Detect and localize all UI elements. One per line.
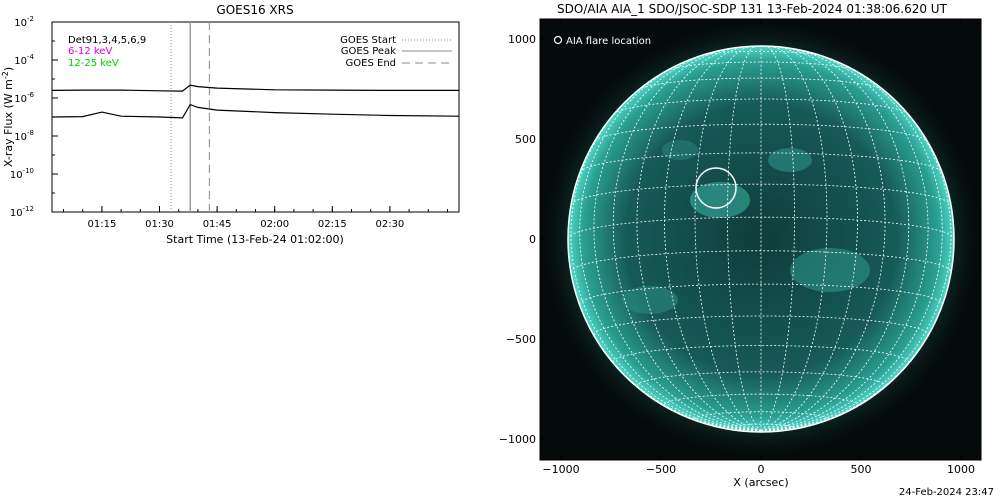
aia-heliographic-grid [567, 45, 955, 432]
aia-grid-latitude-line [613, 98, 909, 115]
aia-grid-longitude-line [664, 46, 762, 432]
generation-timestamp: 24-Feb-2024 23:47 [898, 487, 994, 498]
aia-grid-longitude-line [760, 56, 943, 432]
goes-y-tick-label: 10-8 [14, 129, 34, 143]
aia-grid-longitude-line [612, 48, 762, 432]
goes-x-tick-label: 01:30 [145, 219, 174, 230]
aia-grid-latitude-line [638, 77, 884, 91]
goes-y-tick-label: 10-6 [14, 91, 34, 105]
goes-panel: GOES16 XRS X-ray Flux (W m-2) 10-210-410… [1, 3, 460, 246]
aia-y-tick-label: 1000 [508, 33, 536, 46]
goes-x-tick-label: 02:15 [318, 219, 347, 230]
aia-disk-features [622, 140, 870, 314]
aia-x-tick-label: 0 [758, 463, 765, 476]
goes-event-lines [170, 22, 211, 212]
aia-x-tick-label: 1000 [947, 463, 975, 476]
aia-flare-location-marker [695, 167, 737, 209]
goes-x-axis-label: Start Time (13-Feb-24 01:02:00) [166, 233, 344, 246]
aia-grid-longitude-line [570, 81, 762, 432]
legend-goes-start: GOES Start [340, 35, 396, 46]
goes-y-tick-label: 10-2 [14, 15, 34, 29]
goes-y-tick-label: 10-12 [10, 205, 34, 219]
aia-legend-marker [553, 35, 563, 45]
aia-limb [567, 45, 955, 433]
aia-grid-longitude-line [593, 50, 762, 432]
aia-grid-latitude-line [694, 411, 828, 420]
aia-title: SDO/AIA AIA_1 SDO/JSOC-SDP 131 13-Feb-20… [557, 2, 948, 16]
aia-x-axis-label: X (arcsec) [733, 476, 788, 489]
goes-y-tick-label: 10-4 [14, 53, 34, 67]
goes-x-ticks: 01:15 01:30 01:45 02:00 02:15 02:30 [63, 206, 448, 230]
aia-grid-latitude-line [570, 250, 952, 273]
aia-x-tick-label: −500 [646, 463, 676, 476]
aia-grid-latitude-line [579, 152, 943, 173]
goes-series [51, 84, 460, 119]
aia-y-tick-label: 0 [529, 233, 536, 246]
goes-plot-frame [51, 21, 460, 213]
aia-grid-longitude-line [760, 81, 952, 432]
legend-6-12-kev: 6-12 keV [68, 46, 112, 57]
goes-x-tick-label: 01:45 [203, 219, 232, 230]
aia-x-tick-label: 500 [851, 463, 872, 476]
aia-grid-latitude-line [699, 50, 823, 57]
goes-x-tick-label: 02:30 [375, 219, 404, 230]
aia-grid-longitude-line [727, 45, 762, 432]
aia-x-ticks: −1000 −500 0 500 1000 [542, 19, 975, 476]
goes-title: GOES16 XRS [216, 3, 293, 17]
aia-grid-latitude-line [594, 123, 928, 142]
aia-grid-latitude-line [570, 183, 952, 205]
aia-panel: SDO/AIA AIA_1 SDO/JSOC-SDP 131 13-Feb-20… [499, 2, 982, 489]
legend-goes-end: GOES End [346, 58, 396, 69]
aia-grid-longitude-line [760, 46, 886, 432]
aia-solar-disk [568, 46, 954, 432]
aia-grid-longitude-line [760, 50, 929, 432]
aia-plot-frame [539, 18, 982, 461]
aia-grid-longitude-line [760, 48, 910, 432]
aia-grid-longitude-line [760, 46, 858, 432]
goes-y-tick-label: 10-10 [10, 167, 34, 181]
goes-y-axis-label: X-ray Flux (W m-2) [1, 67, 15, 167]
goes-x-tick-label: 01:15 [88, 219, 117, 230]
aia-grid-latitude-line [593, 315, 929, 335]
aia-legend-label: AIA flare location [566, 36, 651, 47]
aia-y-tick-label: −1000 [499, 433, 536, 446]
aia-y-tick-label: −500 [506, 333, 536, 346]
goes-series-line-long [51, 84, 459, 92]
goes-series-line-short [51, 103, 460, 119]
aia-y-tick-label: 500 [515, 133, 536, 146]
legend-goes-peak: GOES Peak [341, 46, 396, 57]
aia-grid-latitude-line [579, 283, 943, 305]
legend-detectors: Det91,3,4,5,6,9 [68, 35, 146, 46]
aia-grid-longitude-line [760, 45, 795, 432]
legend-12-25-kev: 12-25 keV [68, 58, 119, 69]
aia-grid-longitude-line [579, 56, 762, 432]
aia-y-ticks: 1000 500 0 −500 −1000 [499, 18, 982, 461]
aia-grid-longitude-line [636, 46, 762, 432]
goes-x-tick-label: 02:00 [260, 219, 289, 230]
goes-y-ticks: 10-2 10-4 10-6 10-8 10-10 10-12 [10, 15, 58, 219]
aia-x-tick-label: −1000 [542, 463, 579, 476]
